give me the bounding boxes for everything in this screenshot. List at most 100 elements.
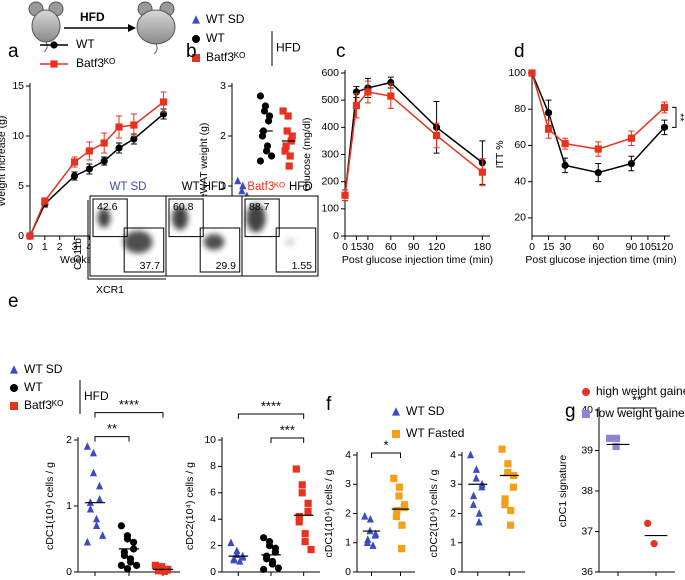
data-point <box>469 500 478 508</box>
y-axis-label: CD11b <box>72 238 84 270</box>
data-point <box>92 514 101 523</box>
data-point <box>307 545 315 554</box>
data-point <box>123 565 132 573</box>
x-tick-label: 0 <box>529 241 535 253</box>
data-point <box>233 546 241 555</box>
legend-marker <box>10 384 18 392</box>
data-point <box>507 506 515 515</box>
panel-title-part: HFD <box>289 181 313 193</box>
y-tick-label: 1 <box>345 537 351 549</box>
y-tick-label: 3 <box>345 478 351 490</box>
data-point <box>100 157 108 165</box>
data-point <box>352 102 361 110</box>
data-point <box>279 107 287 115</box>
gate-value: 29.9 <box>216 260 237 272</box>
data-point <box>238 186 246 195</box>
y-tick-label: 400 <box>321 121 339 133</box>
legend-label: low weight gainer <box>596 406 685 420</box>
data-point <box>96 495 104 503</box>
y-axis-label: cDC2(10⁴) cells / g <box>428 469 440 557</box>
data-point <box>115 144 123 152</box>
x-tick-label: 1 <box>42 241 48 253</box>
y-tick-label: 40 <box>514 175 526 187</box>
data-point <box>230 555 238 564</box>
data-point <box>364 88 372 96</box>
panel-letter: b <box>186 41 197 62</box>
significance-bracket <box>94 412 164 418</box>
data-point <box>133 561 141 570</box>
panel-title-part: WT HFD <box>182 181 227 193</box>
y-tick-label: 2 <box>66 434 72 446</box>
panel-title-part: WT SD <box>110 181 147 193</box>
data-point <box>260 534 268 542</box>
axis-arrows <box>87 200 166 280</box>
legend-label: WT <box>76 37 95 51</box>
data-point <box>292 465 300 473</box>
legend-label: Batf3ᴷᴼ <box>24 398 63 412</box>
y-tick-label: 500 <box>321 94 339 106</box>
data-point <box>472 474 480 482</box>
gate <box>275 227 317 273</box>
data-point <box>256 92 265 100</box>
y-tick-label: 4 <box>450 449 456 461</box>
y-tick-label: 4 <box>210 513 216 525</box>
data-point <box>274 564 282 572</box>
x-axis-label: XCR1 <box>96 284 124 296</box>
data-point <box>544 125 553 133</box>
data-point <box>506 521 515 529</box>
gate <box>199 227 241 273</box>
data-point <box>89 448 98 457</box>
x-tick-label: 3 <box>72 241 78 253</box>
data-point <box>130 121 138 129</box>
x-tick-label: 90 <box>626 241 638 253</box>
legend-marker <box>582 410 590 418</box>
data-point <box>501 501 509 509</box>
data-point <box>286 152 294 160</box>
x-tick-label: 2 <box>57 241 63 253</box>
y-tick-label: 1 <box>450 537 456 549</box>
x-tick-label: 30 <box>362 241 374 253</box>
mouse-obese <box>136 1 176 55</box>
data-point <box>227 538 235 547</box>
data-point <box>644 519 652 528</box>
x-tick-label: 15 <box>543 241 555 253</box>
gate <box>123 227 165 273</box>
data-point <box>288 132 296 140</box>
data-point <box>627 134 635 142</box>
y-axis-label: eWAT weight (g) <box>198 123 210 200</box>
data-point <box>650 540 658 548</box>
legend-label: Batf3ᴷᴼ <box>206 50 245 64</box>
y-tick-label: 36 <box>581 566 593 578</box>
population <box>246 203 266 233</box>
data-point <box>295 512 303 521</box>
legend-marker <box>10 365 18 374</box>
population <box>123 230 153 254</box>
data-point <box>660 103 669 112</box>
legend-marker <box>192 54 200 62</box>
data-point <box>281 147 289 155</box>
data-point <box>100 139 108 147</box>
data-point <box>301 530 309 538</box>
data-point <box>509 483 518 491</box>
data-point <box>160 567 169 575</box>
data-point <box>130 135 138 143</box>
gate <box>244 198 280 238</box>
y-tick-label: 600 <box>321 67 339 79</box>
data-point <box>504 468 512 477</box>
population <box>172 206 188 230</box>
data-point <box>369 541 377 549</box>
significance-label: * <box>383 437 388 452</box>
data-point <box>390 474 398 482</box>
legend-marker <box>50 60 58 68</box>
gate-value: 1.55 <box>292 260 313 272</box>
y-tick-label: 15 <box>12 80 24 92</box>
y-axis-label: ITT % <box>494 141 506 169</box>
x-tick-label: 60 <box>385 241 397 253</box>
y-tick-label: 3 <box>450 478 456 490</box>
data-point <box>262 555 271 563</box>
data-point <box>387 92 395 100</box>
data-point <box>83 442 91 450</box>
data-point <box>472 465 481 473</box>
y-axis-label: Glucose (mg/dl) <box>301 117 313 191</box>
